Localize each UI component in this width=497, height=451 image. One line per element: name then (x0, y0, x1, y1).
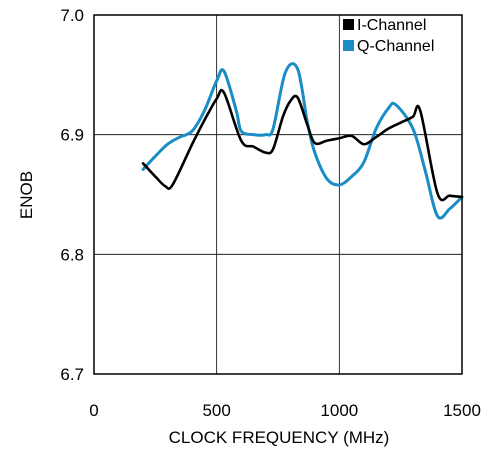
legend: I-Channel Q-Channel (343, 17, 434, 55)
grid-lines (94, 15, 462, 374)
legend-swatch-i-channel (343, 19, 354, 30)
series-lines (141, 62, 464, 220)
legend-swatch-q-channel (343, 40, 354, 51)
y-tick-label-1: 6.8 (60, 245, 84, 264)
tick-labels: 0 500 1000 1500 6.7 6.8 6.9 7.0 (60, 6, 481, 420)
x-tick-label-0: 0 (89, 401, 98, 420)
plot-frame (93, 14, 463, 375)
x-tick-label-1: 500 (202, 401, 230, 420)
legend-label-q-channel: Q-Channel (357, 38, 434, 55)
y-tick-label-2: 6.9 (60, 126, 84, 145)
x-tick-label-2: 1000 (320, 401, 358, 420)
series-line-i-channel (141, 88, 464, 202)
x-tick-label-3: 1500 (443, 401, 481, 420)
series-line-q-channel (141, 62, 464, 220)
y-axis-label: ENOB (17, 171, 36, 219)
legend-label-i-channel: I-Channel (357, 17, 426, 34)
y-tick-label-3: 7.0 (60, 6, 84, 25)
x-axis-label: CLOCK FREQUENCY (MHz) (169, 428, 390, 447)
y-tick-label-0: 6.7 (60, 365, 84, 384)
